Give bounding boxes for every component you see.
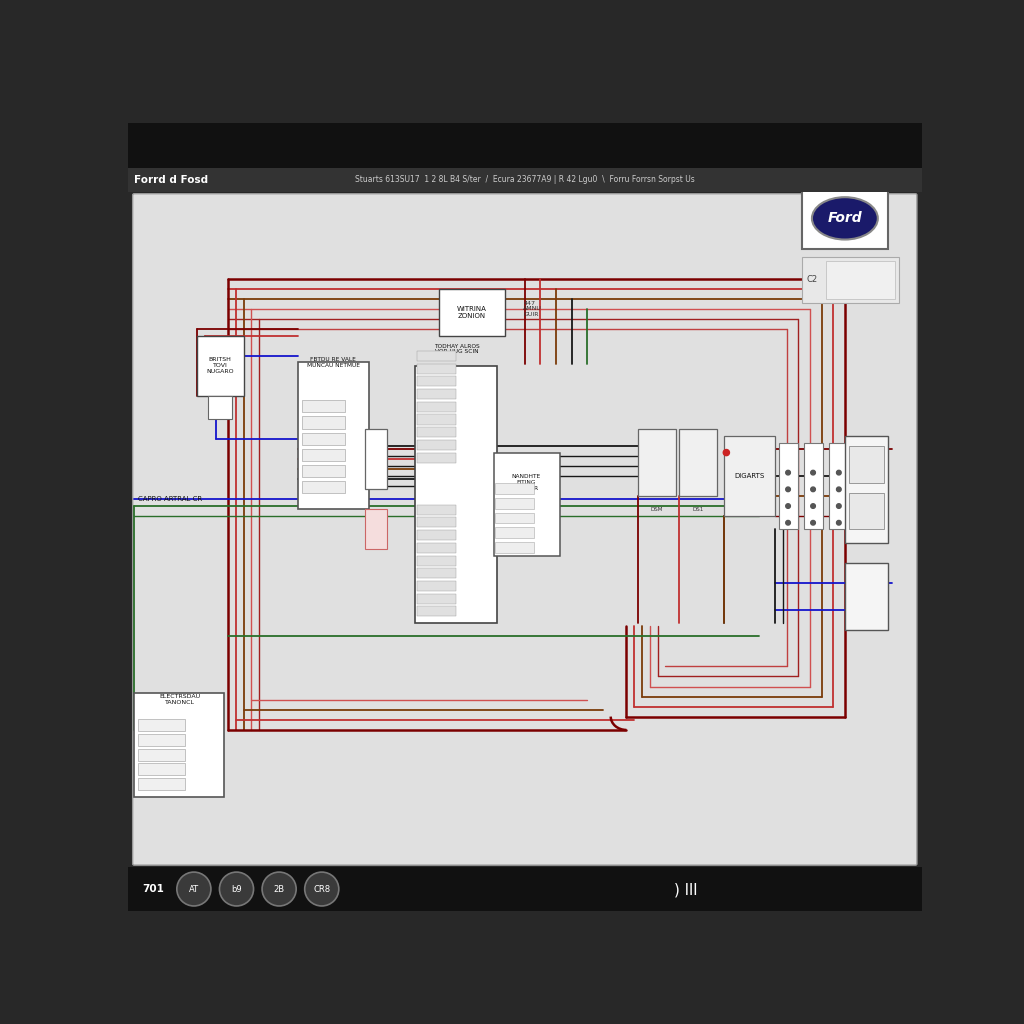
Text: BRITSH
TOVI
NUGARO: BRITSH TOVI NUGARO bbox=[206, 357, 233, 374]
Bar bbox=[417, 427, 456, 437]
Bar bbox=[302, 400, 345, 413]
Bar bbox=[417, 377, 456, 386]
Text: CR8: CR8 bbox=[313, 885, 331, 894]
Bar bbox=[638, 429, 676, 496]
Bar bbox=[724, 436, 775, 516]
Circle shape bbox=[785, 520, 791, 525]
Text: AT: AT bbox=[188, 885, 199, 894]
Bar bbox=[302, 465, 345, 476]
Bar bbox=[417, 555, 456, 565]
Bar bbox=[496, 527, 535, 539]
Bar bbox=[496, 542, 535, 553]
Text: DS1: DS1 bbox=[692, 507, 703, 512]
Bar bbox=[829, 442, 849, 529]
Bar bbox=[802, 257, 899, 303]
Ellipse shape bbox=[812, 198, 878, 240]
Bar bbox=[138, 778, 185, 791]
Text: Stuarts 613SU17  1 2 8L B4 S/ter  /  Ecura 23677A9 | R 42 Lgu0  \  Forru Forrsn : Stuarts 613SU17 1 2 8L B4 S/ter / Ecura … bbox=[355, 175, 694, 184]
Bar bbox=[680, 429, 717, 496]
Bar bbox=[417, 594, 456, 603]
Text: WITRINA
ZONION: WITRINA ZONION bbox=[457, 305, 487, 318]
Bar bbox=[439, 289, 505, 336]
Text: DSM: DSM bbox=[650, 507, 663, 512]
Bar bbox=[496, 513, 535, 523]
Bar bbox=[417, 568, 456, 579]
Text: Ford: Ford bbox=[827, 211, 862, 225]
Text: ) lll: ) lll bbox=[674, 883, 697, 897]
Bar bbox=[417, 606, 456, 616]
Bar bbox=[302, 432, 345, 444]
Bar bbox=[302, 480, 345, 493]
Circle shape bbox=[219, 872, 254, 906]
Bar bbox=[128, 123, 922, 168]
Bar bbox=[365, 509, 386, 550]
Bar bbox=[417, 440, 456, 450]
Circle shape bbox=[785, 487, 791, 492]
Circle shape bbox=[837, 520, 841, 525]
Circle shape bbox=[785, 504, 791, 508]
Circle shape bbox=[837, 470, 841, 475]
Bar bbox=[417, 453, 456, 463]
Bar bbox=[138, 763, 185, 775]
Circle shape bbox=[305, 872, 339, 906]
Text: b9: b9 bbox=[231, 885, 242, 894]
Bar bbox=[845, 563, 888, 630]
Bar bbox=[209, 395, 231, 419]
Bar bbox=[365, 429, 386, 489]
Bar bbox=[417, 581, 456, 591]
Bar bbox=[197, 336, 244, 395]
Text: CAPRO ARTRAL CR: CAPRO ARTRAL CR bbox=[138, 497, 202, 503]
Bar bbox=[417, 364, 456, 374]
Bar bbox=[302, 417, 345, 428]
Bar bbox=[825, 261, 895, 299]
Text: 2B: 2B bbox=[273, 885, 285, 894]
Text: 701: 701 bbox=[142, 884, 164, 894]
Circle shape bbox=[785, 470, 791, 475]
Bar bbox=[417, 389, 456, 399]
FancyBboxPatch shape bbox=[133, 194, 916, 865]
Text: ELECTRSDAU
TANONCL: ELECTRSDAU TANONCL bbox=[159, 694, 200, 706]
Circle shape bbox=[837, 504, 841, 508]
Circle shape bbox=[811, 520, 815, 525]
Bar bbox=[298, 362, 369, 509]
Bar bbox=[849, 445, 884, 482]
Bar bbox=[134, 693, 224, 797]
Bar bbox=[417, 401, 456, 412]
Bar bbox=[778, 442, 799, 529]
Text: FBTDU RE VALE
MUNCAU NETMUE: FBTDU RE VALE MUNCAU NETMUE bbox=[307, 357, 359, 368]
Circle shape bbox=[262, 872, 296, 906]
Bar bbox=[302, 449, 345, 461]
Text: C2: C2 bbox=[806, 275, 817, 285]
Bar bbox=[845, 436, 888, 543]
Bar bbox=[496, 498, 535, 509]
Bar bbox=[128, 168, 922, 193]
Bar bbox=[802, 187, 888, 249]
Bar bbox=[417, 517, 456, 527]
Bar bbox=[417, 543, 456, 553]
Bar bbox=[849, 493, 884, 529]
Text: 447
AMNU
GUIR: 447 AMNU GUIR bbox=[523, 301, 542, 317]
Circle shape bbox=[811, 470, 815, 475]
Circle shape bbox=[811, 487, 815, 492]
Bar bbox=[138, 749, 185, 761]
Circle shape bbox=[177, 872, 211, 906]
Bar bbox=[496, 483, 535, 494]
Circle shape bbox=[811, 504, 815, 508]
Bar bbox=[138, 734, 185, 746]
Text: NANDHTE
FITING
CB4DOR: NANDHTE FITING CB4DOR bbox=[512, 474, 541, 490]
Bar bbox=[417, 351, 456, 361]
Bar bbox=[138, 719, 185, 731]
Bar bbox=[417, 505, 456, 515]
Bar bbox=[494, 453, 560, 556]
Bar bbox=[417, 530, 456, 540]
Text: Forrd d Fosd: Forrd d Fosd bbox=[134, 175, 208, 185]
Circle shape bbox=[723, 450, 729, 456]
Bar bbox=[416, 366, 498, 623]
Bar bbox=[417, 415, 456, 425]
Bar bbox=[128, 866, 922, 911]
Text: DIGARTS: DIGARTS bbox=[734, 473, 765, 479]
Circle shape bbox=[837, 487, 841, 492]
Text: TODHAY ALROS
VOR UUG SCIN: TODHAY ALROS VOR UUG SCIN bbox=[434, 344, 479, 354]
Bar bbox=[804, 442, 823, 529]
